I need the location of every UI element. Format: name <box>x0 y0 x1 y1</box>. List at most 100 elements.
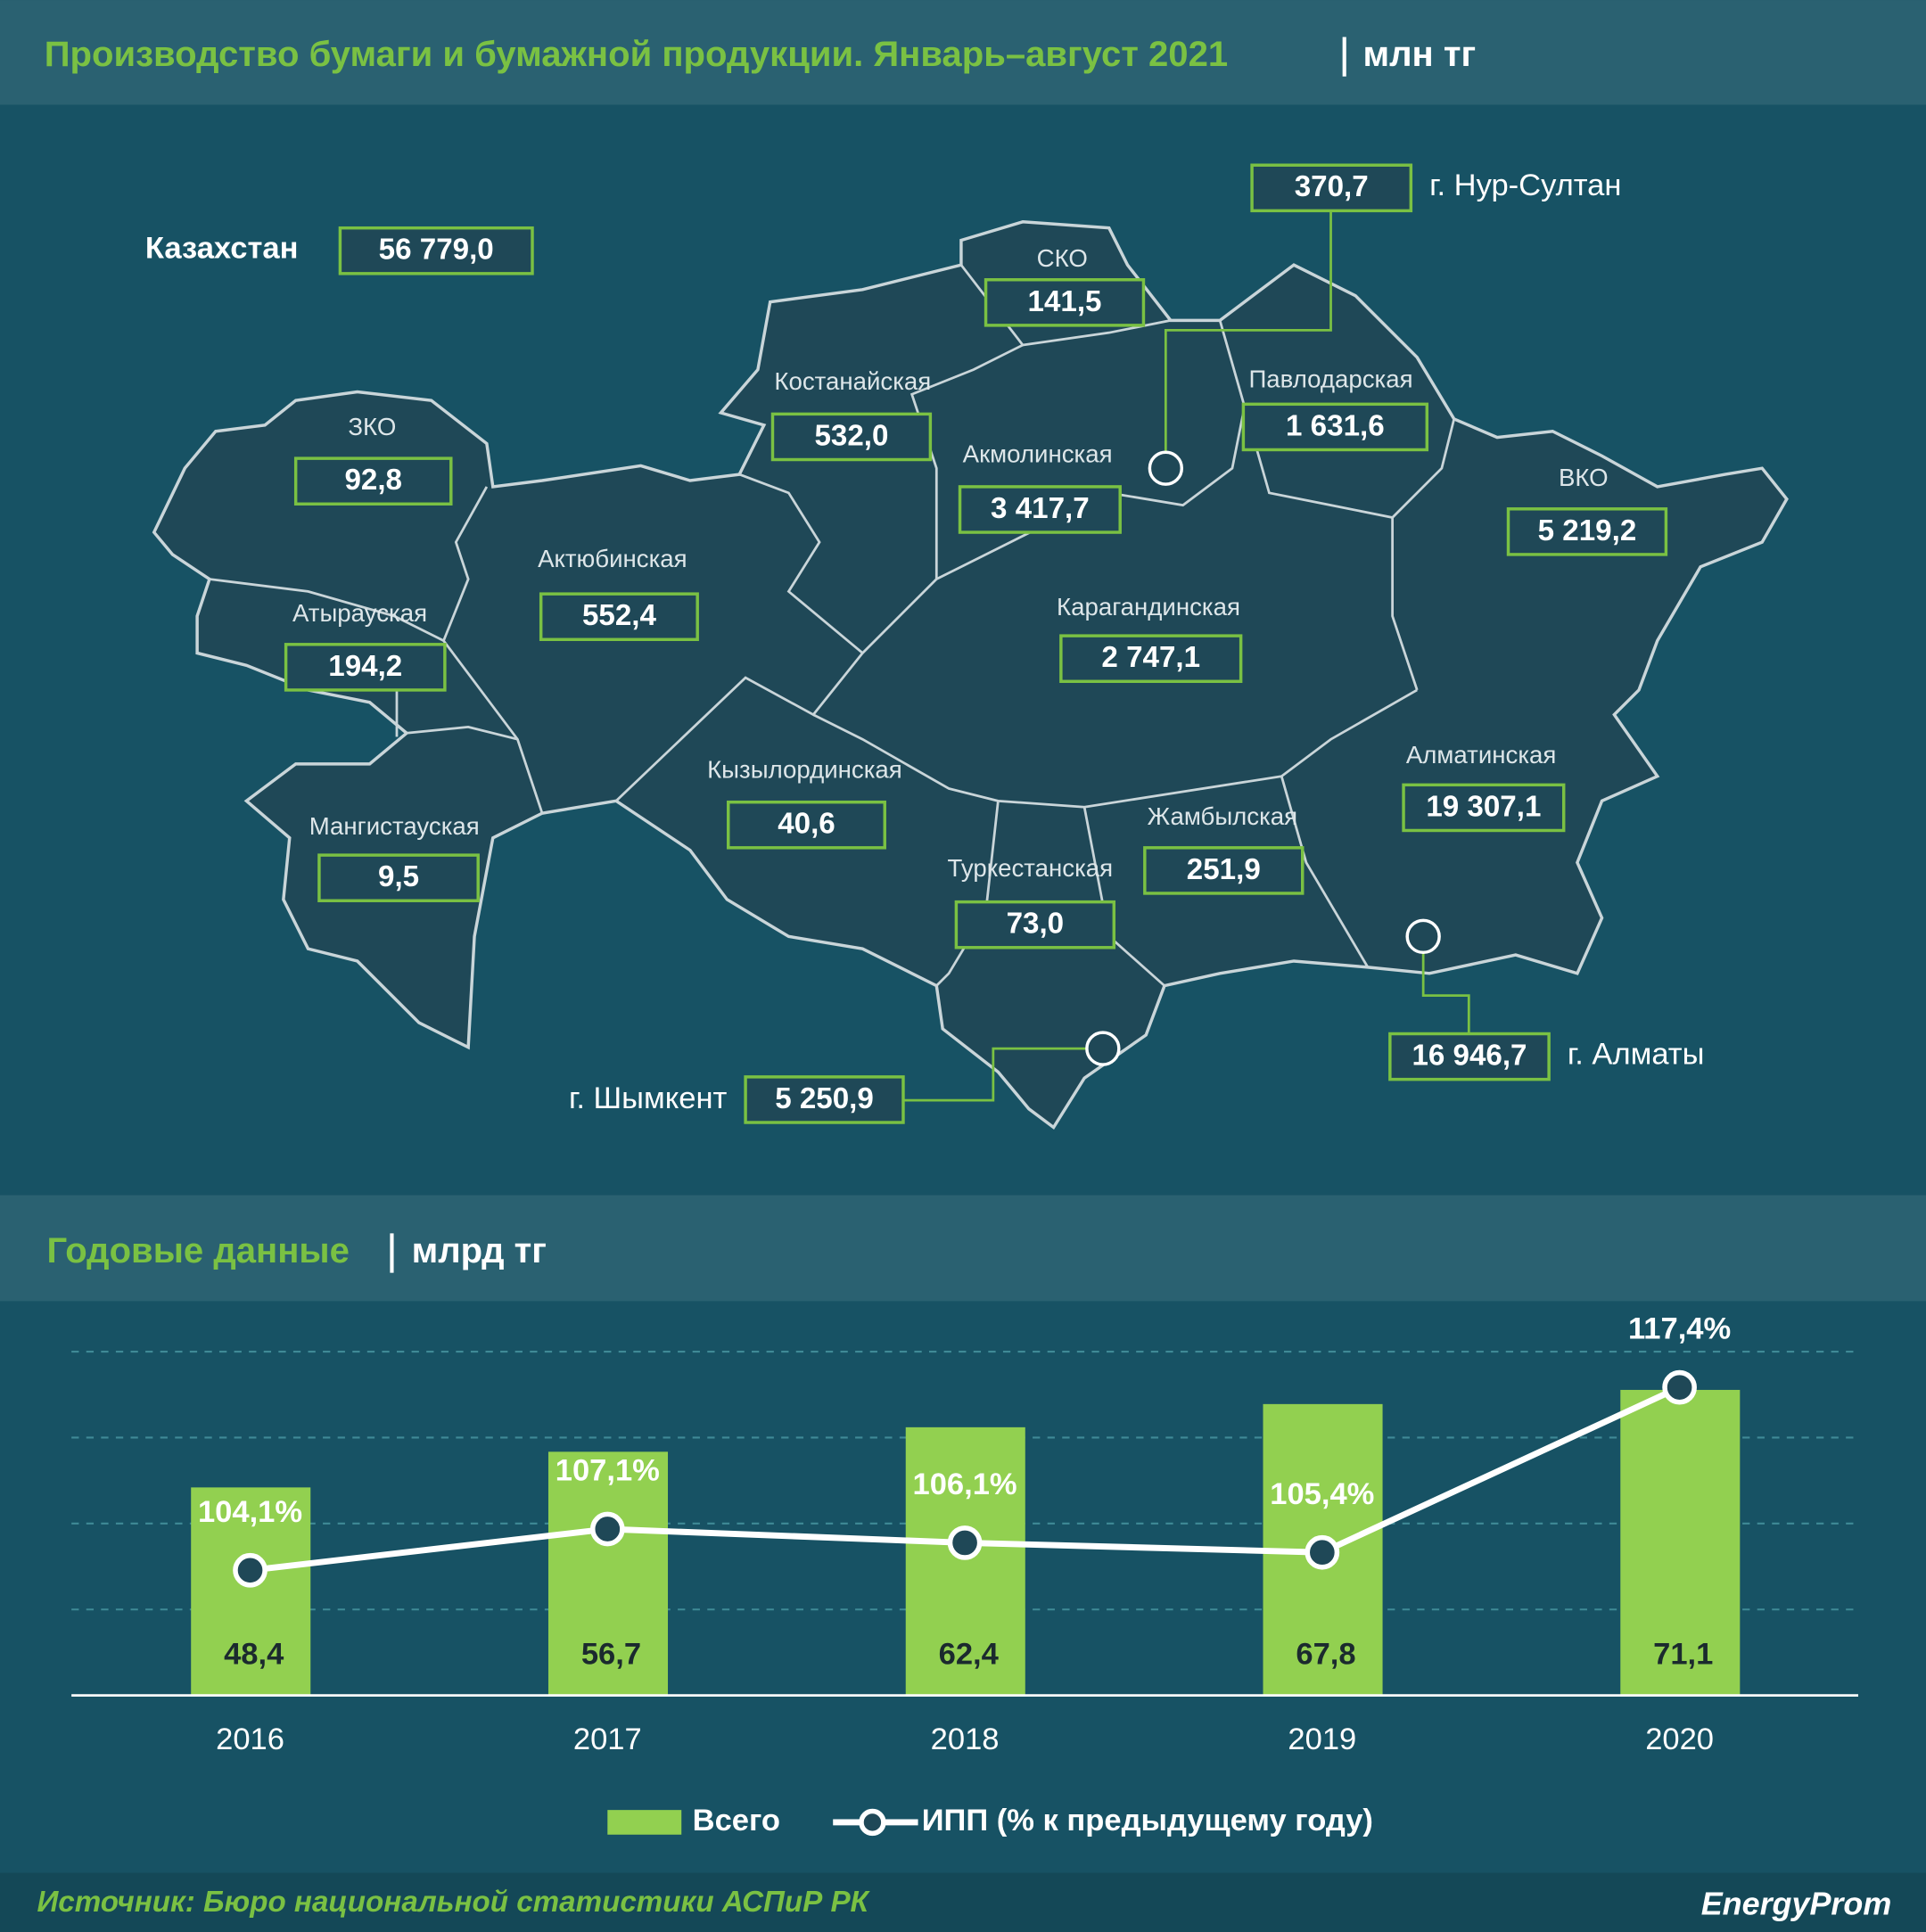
map: Казахстан 56 779,0 г. Нур-Султан 370,7 СКО 14… <box>145 163 1789 1130</box>
value-box <box>1241 402 1429 452</box>
region-name: Жамбылская <box>1148 802 1298 830</box>
region-value: 370,7 <box>1295 170 1369 203</box>
region-value: 73,0 <box>1007 908 1065 941</box>
region-name: Костанайская <box>774 367 931 395</box>
legend-swatch <box>859 1808 886 1837</box>
line-value-label: 107,1% <box>556 1454 660 1488</box>
region-value: 141,5 <box>1028 285 1102 318</box>
value-box <box>770 412 933 462</box>
region-value: 56 779,0 <box>379 234 494 267</box>
region-name: Актюбинская <box>538 545 687 572</box>
region-value: 532,0 <box>814 419 888 452</box>
value-box <box>727 800 886 850</box>
value-box <box>1059 634 1243 683</box>
bar-value-label: 56,7 <box>581 1638 641 1672</box>
region-name: Акмолинская <box>963 440 1113 468</box>
region-name: г. Шымкент <box>569 1081 728 1115</box>
title-unit: млн тг <box>1362 35 1476 74</box>
connectors <box>902 210 1470 1102</box>
city-marker <box>1085 1031 1121 1066</box>
line-point <box>589 1511 625 1547</box>
legend-label: Всего <box>693 1804 780 1837</box>
bar-value-label: 62,4 <box>939 1638 1000 1672</box>
logo: EnergyProm <box>1701 1885 1892 1921</box>
region-value: 5 250,9 <box>775 1082 874 1115</box>
region-name: Казахстан <box>145 232 299 266</box>
value-box <box>1402 783 1566 833</box>
city-marker <box>1405 918 1441 955</box>
x-tick-label: 2018 <box>931 1722 1000 1756</box>
line-point <box>233 1552 268 1588</box>
value-box <box>1506 507 1668 556</box>
legend-swatch <box>607 1810 682 1835</box>
x-tick-label: 2017 <box>573 1722 642 1756</box>
bar <box>905 1426 1025 1696</box>
chart: 48,4 56,7 62,4 67,8 71,1 104,1% 107,1% 106,1% 10… <box>71 1312 1858 1837</box>
x-tick-label: 2016 <box>216 1722 284 1756</box>
value-box <box>744 1075 905 1124</box>
region-name: Кызылординская <box>707 755 902 783</box>
value-box <box>958 485 1122 534</box>
line-value-label: 104,1% <box>198 1495 302 1529</box>
value-box <box>293 456 453 506</box>
value-box <box>954 900 1116 950</box>
region-name: ВКО <box>1559 464 1609 491</box>
value-box <box>984 278 1146 327</box>
city-marker <box>1148 450 1184 486</box>
region-value: 552,4 <box>582 599 657 632</box>
value-box <box>1143 846 1305 895</box>
title: Производство бумаги и бумажной продукции… <box>45 35 1228 74</box>
bar <box>191 1487 311 1696</box>
region-value: 9,5 <box>378 860 419 893</box>
region-name: г. Нур-Султан <box>1429 169 1621 202</box>
line-value-label: 106,1% <box>913 1467 1017 1501</box>
region-value: 194,2 <box>328 650 402 683</box>
region-name: СКО <box>1037 244 1088 272</box>
region-value: 5 219,2 <box>1538 514 1637 547</box>
chart-title: Годовые данные <box>47 1231 350 1270</box>
x-tick-label: 2020 <box>1645 1722 1714 1756</box>
x-tick-label: 2019 <box>1288 1722 1356 1756</box>
bar-value-label: 67,8 <box>1296 1638 1355 1672</box>
value-box <box>317 853 480 902</box>
line-point <box>1662 1369 1697 1405</box>
region-borders <box>209 264 1456 987</box>
bar <box>547 1451 669 1696</box>
region-name: Алматинская <box>1406 741 1556 769</box>
legend-label: ИПП (% к предыдущему году) <box>922 1804 1373 1837</box>
line-value-label: 105,4% <box>1270 1477 1374 1511</box>
region-name: Мангистауская <box>309 812 480 840</box>
region-value: 19 307,1 <box>1426 790 1541 823</box>
section-band <box>0 1195 1926 1302</box>
region-name: Туркестанская <box>948 854 1114 882</box>
value-box <box>338 226 534 275</box>
line-point <box>1305 1534 1340 1570</box>
value-box <box>284 643 447 692</box>
region-name: Павлодарская <box>1248 365 1412 392</box>
region-value: 16 946,7 <box>1412 1040 1527 1073</box>
region-name: Атырауская <box>292 599 427 627</box>
bar-value-label: 71,1 <box>1653 1638 1713 1672</box>
line-point <box>947 1525 983 1560</box>
footer-band <box>0 1872 1926 1932</box>
region-value: 3 417,7 <box>991 492 1090 525</box>
region-value: 251,9 <box>1187 853 1261 886</box>
region-name: Карагандинская <box>1057 593 1240 621</box>
value-box <box>539 592 699 642</box>
source: Источник: Бюро национальной статистики А… <box>37 1886 870 1919</box>
region-value: 92,8 <box>344 464 402 497</box>
value-box <box>1250 163 1413 213</box>
value-box <box>1388 1032 1551 1081</box>
region-name: ЗКО <box>348 413 396 440</box>
region-value: 40,6 <box>778 808 835 841</box>
bar-value-label: 48,4 <box>224 1638 284 1672</box>
bar <box>1620 1389 1741 1696</box>
region-value: 2 747,1 <box>1101 641 1200 674</box>
line-value-label: 117,4% <box>1628 1312 1731 1346</box>
chart-unit: млрд тг <box>412 1231 547 1270</box>
region-name: г. Алматы <box>1568 1038 1705 1072</box>
header-band <box>0 0 1926 105</box>
region-value: 1 631,6 <box>1286 409 1385 442</box>
